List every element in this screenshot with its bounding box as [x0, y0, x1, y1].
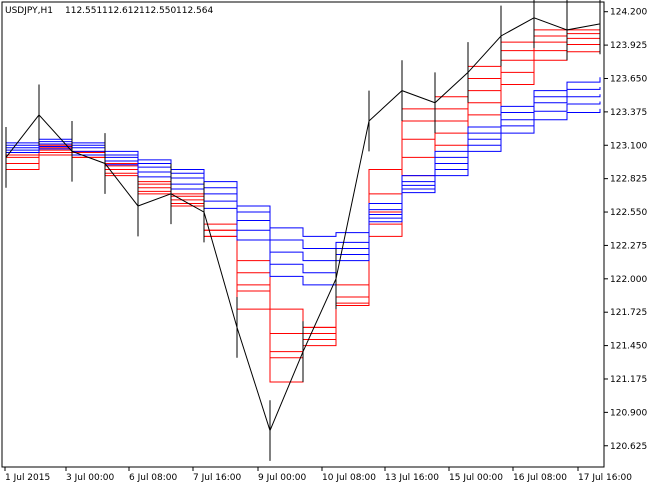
x-tick-label: 1 Jul 2015: [5, 473, 50, 483]
x-axis: 1 Jul 2015 3 Jul 00:00 6 Jul 08:00 7 Jul 16…: [4, 467, 632, 483]
x-tick-label: 15 Jul 00:00: [449, 473, 503, 483]
high-value: 112.612: [102, 6, 139, 16]
series-layer: [5, 0, 601, 461]
y-tick-label: 124.200: [610, 8, 647, 18]
y-tick-label: 123.375: [610, 108, 647, 118]
open-value: 112.551: [65, 6, 102, 16]
symbol-label: USDJPY,H1: [5, 6, 53, 16]
y-tick-label: 123.100: [610, 141, 647, 151]
low-value: 112.550: [139, 6, 176, 16]
y-tick-label: 123.925: [610, 41, 647, 51]
x-tick-label: 9 Jul 00:00: [258, 473, 307, 483]
y-tick-label: 120.900: [610, 408, 647, 418]
y-tick-label: 121.450: [610, 342, 647, 352]
y-tick-label: 121.175: [610, 375, 647, 385]
x-tick-label: 13 Jul 16:00: [385, 473, 439, 483]
red-band-line-4: [6, 45, 601, 328]
y-tick-label: 120.625: [610, 442, 647, 452]
plot-frame: [1, 1, 605, 468]
close-value: 112.564: [176, 6, 213, 16]
y-tick-label: 121.725: [610, 308, 647, 318]
price-line: [5, 17, 601, 433]
y-tick-label: 122.000: [610, 275, 647, 285]
y-axis: 124.200 123.925 123.650 123.375 123.100 122.8…: [604, 8, 647, 452]
y-tick-label: 122.550: [610, 208, 647, 218]
x-tick-label: 10 Jul 08:00: [322, 473, 376, 483]
y-tick-label: 122.825: [610, 175, 647, 185]
x-tick-label: 3 Jul 00:00: [66, 473, 115, 483]
red-band-line-3: [6, 38, 601, 334]
chart-header: USDJPY,H1 112.551 112.612 112.550 112.56…: [5, 6, 213, 16]
x-tick-label: 7 Jul 16:00: [193, 473, 242, 483]
y-tick-label: 122.275: [610, 241, 647, 251]
x-tick-label: 6 Jul 08:00: [129, 473, 178, 483]
x-tick-label: 16 Jul 08:00: [513, 473, 567, 483]
x-tick-label: 17 Jul 16:00: [578, 473, 632, 483]
y-tick-label: 123.650: [610, 74, 647, 84]
